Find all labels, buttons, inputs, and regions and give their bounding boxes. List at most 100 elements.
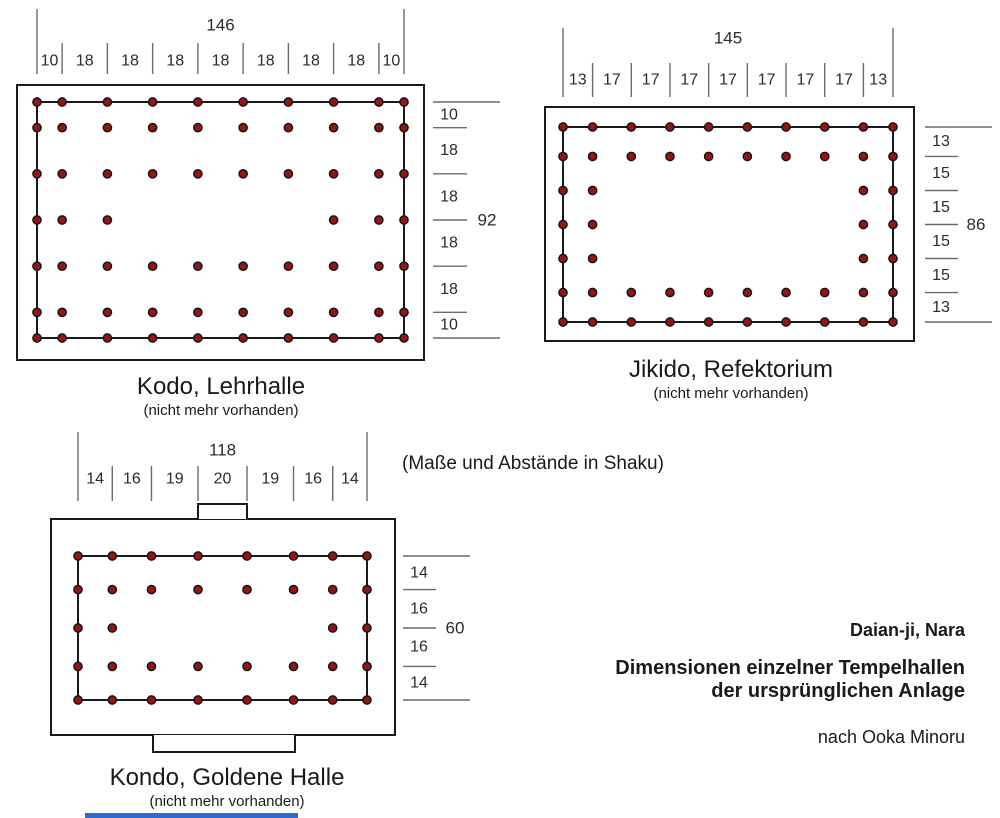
hall-status: (nicht mehr vorhanden) <box>143 402 299 419</box>
column-dot <box>107 551 118 561</box>
total-height-label: 60 <box>446 619 465 638</box>
column-dot <box>328 122 339 133</box>
column-dot <box>626 122 637 132</box>
column-dot <box>193 551 203 561</box>
column-dot <box>703 287 714 298</box>
height-segment-label: 18 <box>440 281 458 298</box>
column-dot <box>558 185 568 196</box>
column-dot <box>781 287 791 298</box>
column-dot <box>107 695 118 705</box>
column-dot <box>238 168 248 179</box>
column-dot <box>73 661 83 672</box>
column-dot <box>888 185 898 196</box>
column-dot <box>888 151 898 162</box>
column-dot <box>107 661 118 672</box>
column-dot <box>288 695 299 705</box>
outer-wall-outline <box>16 84 425 361</box>
column-dot <box>665 151 675 162</box>
column-dot <box>888 317 898 327</box>
kondo-floor-plan: 14 16 19 20 19 16 14 118 14 16 16 14 60 <box>50 432 470 753</box>
column-dot <box>102 333 113 343</box>
column-dot <box>193 584 203 595</box>
column-dot <box>57 261 67 272</box>
column-dot <box>399 97 409 107</box>
column-dot <box>819 287 830 298</box>
column-dot <box>73 695 83 705</box>
column-dot <box>242 551 252 561</box>
porch-outline <box>152 735 296 753</box>
height-segment-label: 16 <box>410 639 428 656</box>
column-dot <box>781 151 791 162</box>
column-dot <box>32 261 42 272</box>
column-dot <box>57 307 67 318</box>
width-segment-label: 17 <box>719 72 737 89</box>
column-dot <box>558 219 568 230</box>
height-segment-label: 13 <box>932 133 950 150</box>
column-dot <box>399 307 409 318</box>
width-segment-label: 18 <box>347 53 365 70</box>
total-width-label: 145 <box>714 29 742 48</box>
height-segment-label: 16 <box>410 600 428 617</box>
column-dot <box>374 168 384 179</box>
column-dot <box>587 122 598 132</box>
column-dot <box>146 584 157 595</box>
column-dot <box>587 185 598 196</box>
column-dot <box>193 261 203 272</box>
width-segment-label: 17 <box>835 72 853 89</box>
column-dot <box>107 623 118 633</box>
column-dot <box>32 122 42 133</box>
column-dot <box>32 215 42 225</box>
column-dot <box>587 253 598 264</box>
column-dot <box>858 317 869 327</box>
column-dot <box>328 215 339 225</box>
column-dot <box>32 307 42 318</box>
units-note: (Maße und Abstände in Shaku) <box>402 453 664 474</box>
kodo-floor-plan: 10 18 18 18 18 18 18 18 10 146 10 18 18 18 18 10 92 <box>16 9 500 361</box>
column-dot <box>193 168 203 179</box>
column-dot <box>399 261 409 272</box>
outer-wall-outline <box>50 518 396 736</box>
column-dot <box>147 97 158 107</box>
column-dot <box>858 219 869 230</box>
column-dot <box>665 122 675 132</box>
column-dot <box>193 661 203 672</box>
column-dot <box>73 584 83 595</box>
column-dot <box>107 584 118 595</box>
column-dot <box>374 307 384 318</box>
column-dot <box>32 333 42 343</box>
column-dot <box>819 122 830 132</box>
column-dot <box>328 333 339 343</box>
width-segment-label: 13 <box>869 72 887 89</box>
column-dot <box>193 307 203 318</box>
column-dot <box>362 551 372 561</box>
width-segment-label: 17 <box>758 72 776 89</box>
height-segment-label: 14 <box>410 675 428 692</box>
width-segment-label: 19 <box>166 471 184 488</box>
column-dot <box>858 253 869 264</box>
column-dot <box>147 307 158 318</box>
column-dot <box>742 287 753 298</box>
column-dot <box>146 695 157 705</box>
total-width-label: 146 <box>206 16 234 35</box>
hall-status: (nicht mehr vorhanden) <box>149 793 305 810</box>
width-segment-label: 18 <box>212 53 230 70</box>
kondo-caption: Kondo, Goldene Halle (nicht mehr vorhand… <box>110 764 345 810</box>
height-segment-label: 18 <box>440 188 458 205</box>
highlight-bar <box>85 813 298 818</box>
column-dot <box>238 333 248 343</box>
column-dot <box>283 261 294 272</box>
width-segment-label: 20 <box>214 471 232 488</box>
column-dot <box>362 584 372 595</box>
column-dot <box>238 97 248 107</box>
hall-name: Kondo, Goldene Halle <box>109 764 345 791</box>
height-segment-label: 18 <box>440 235 458 252</box>
column-dot <box>73 623 83 633</box>
outer-wall-outline <box>544 106 915 342</box>
width-segment-label: 16 <box>304 471 322 488</box>
column-dot <box>626 317 637 327</box>
column-dot <box>238 122 248 133</box>
column-dot <box>399 215 409 225</box>
column-dot <box>587 317 598 327</box>
column-dot <box>147 122 158 133</box>
